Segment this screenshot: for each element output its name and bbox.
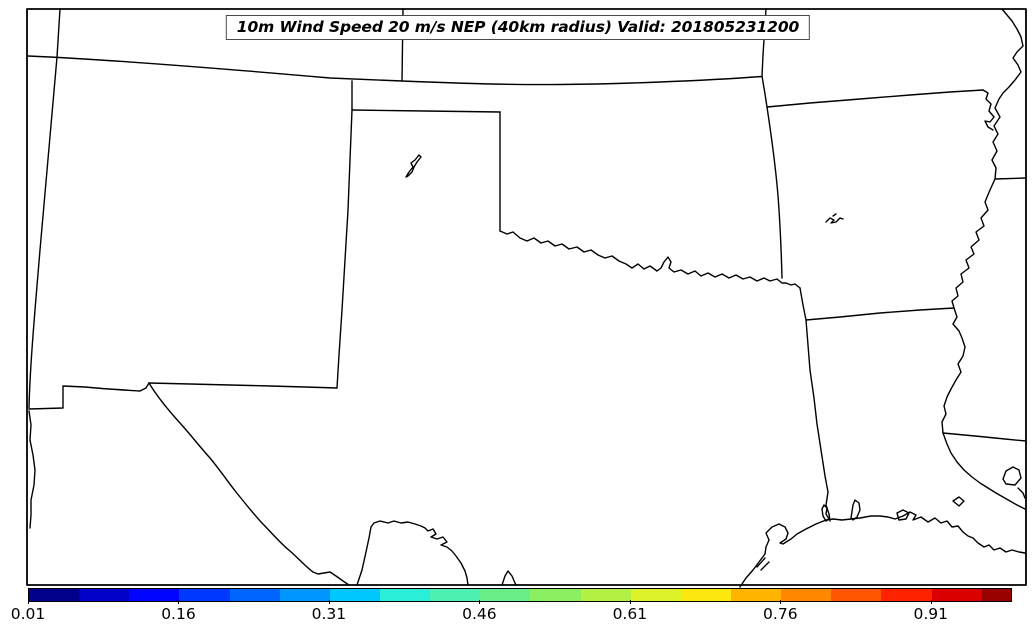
border-tx-ar-la-sabine <box>800 288 830 521</box>
border-nm-tx-32n <box>149 383 337 388</box>
colorbar-segment <box>79 589 130 601</box>
colorbar-tick <box>629 600 631 604</box>
colorbar-tick <box>178 600 180 604</box>
colorbar-segment <box>129 589 180 601</box>
colorbar-segments <box>29 589 1011 601</box>
colorbar-segment <box>179 589 230 601</box>
colorbar-tick-label: 0.46 <box>462 605 497 623</box>
arkansas-river-mark <box>826 214 843 223</box>
lake-pontchartrain <box>1003 467 1025 498</box>
border-ar-la-33n <box>806 308 954 320</box>
border-37n-parallel <box>28 56 762 85</box>
colorbar-tick-label: 0.61 <box>612 605 648 623</box>
border-nm-tx-103w <box>337 110 352 388</box>
border-mo-ar-365n <box>767 90 983 107</box>
red-river <box>500 231 800 288</box>
colorbar-tick-label: 0.31 <box>311 605 347 623</box>
colorbar-segment <box>781 589 832 601</box>
colorbar-segment <box>29 589 80 601</box>
colorbar-tick-label: 0.01 <box>10 605 46 623</box>
colorbar-tick <box>930 600 932 604</box>
colorbar-ticks: 0.01 0.16 0.31 0.46 0.61 0.76 0.91 <box>11 600 1010 630</box>
colorbar-segment <box>530 589 581 601</box>
colorbar-segment <box>379 589 431 601</box>
galveston-island <box>757 558 769 570</box>
colorbar-segment <box>931 589 982 601</box>
colorbar-segment <box>881 589 932 601</box>
border-tx-ok-365n <box>352 110 500 112</box>
colorbar-tick-label: 0.91 <box>913 605 949 623</box>
colorbar-tick <box>780 600 782 604</box>
colorbar-segment <box>580 589 631 601</box>
coastline-tx-galveston <box>740 519 833 587</box>
border-la-ms-31n <box>943 433 1026 441</box>
colorbar <box>28 588 1012 602</box>
coastline-laguna-madre <box>357 521 468 585</box>
colorbar-tick <box>328 600 330 604</box>
map-frame <box>27 9 1026 585</box>
coastline-corpus-bump <box>502 571 516 585</box>
colorbar-segment <box>630 589 681 601</box>
colorbar-segment <box>831 589 882 601</box>
colorbar-tick <box>479 600 481 604</box>
border-nm-mexico <box>29 383 149 409</box>
colorbar-segment <box>680 589 731 601</box>
colorbar-segment <box>430 589 481 601</box>
colorbar-tick-label: 0.16 <box>161 605 196 623</box>
plot-title: 10m Wind Speed 20 m/s NEP (40km radius) … <box>225 15 811 40</box>
colorbar-tick <box>28 600 29 604</box>
missouri-bootheel <box>983 90 994 130</box>
colorbar-segment <box>981 589 1011 601</box>
lake-white-grand <box>897 497 964 520</box>
lake-calcasieu <box>851 500 860 520</box>
border-tn-ms-35n <box>995 178 1026 179</box>
colorbar-segment <box>730 589 782 601</box>
mississippi-river <box>942 9 1025 509</box>
colorbar-segment <box>279 589 330 601</box>
lake-meredith <box>406 155 421 177</box>
rio-grande-river <box>149 383 349 585</box>
colorbar-tick-label: 0.76 <box>763 605 798 623</box>
coastline-louisiana <box>833 512 1025 553</box>
border-109w-meridian <box>29 9 60 408</box>
colorbar-segment <box>480 589 531 601</box>
colorbar-segment <box>329 589 380 601</box>
lake-sabine <box>822 505 829 521</box>
border-ks-mo-ok-ar <box>762 9 782 278</box>
colorbar-segment <box>229 589 280 601</box>
border-mexican-state <box>29 411 35 528</box>
